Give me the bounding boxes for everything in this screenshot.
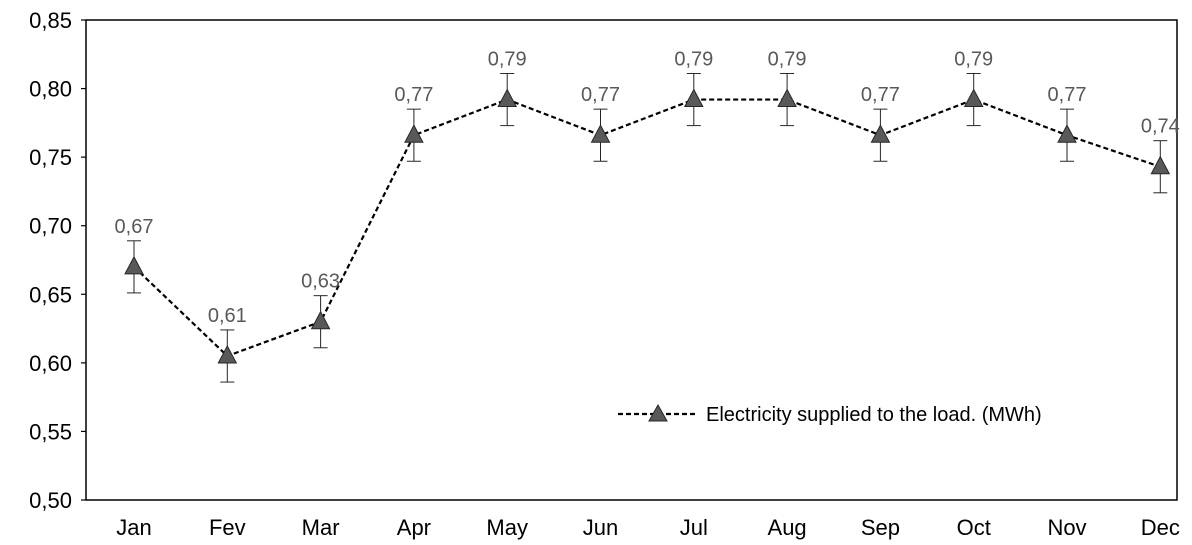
x-tick-label: Jun	[583, 515, 618, 540]
x-tick-label: Dec	[1141, 515, 1180, 540]
data-label: 0,74	[1141, 116, 1180, 138]
data-point-marker	[1057, 124, 1077, 143]
y-tick-label: 0,80	[29, 77, 72, 102]
markers	[124, 88, 1171, 364]
x-tick-label: Aug	[768, 515, 807, 540]
legend-label: Electricity supplied to the load. (MWh)	[706, 404, 1042, 426]
data-label: 0,77	[581, 84, 620, 106]
y-axis: 0,50 0,55 0,60 0,65 0,70 0,75 0,80 0,85	[29, 8, 86, 513]
data-point-marker	[870, 124, 891, 143]
data-point-marker	[497, 88, 518, 108]
y-tick-label: 0,60	[29, 351, 72, 376]
data-point-marker	[777, 88, 797, 108]
data-point-marker	[124, 255, 144, 275]
x-tick-label: Jul	[680, 515, 708, 540]
data-point-marker	[310, 310, 331, 330]
y-tick-label: 0,75	[29, 145, 72, 170]
data-point-marker	[217, 344, 238, 364]
x-tick-label: Sep	[861, 515, 900, 540]
data-point-marker	[1150, 155, 1171, 175]
plot-border	[85, 19, 1178, 501]
data-point-marker	[963, 88, 984, 108]
y-tick-label: 0,85	[29, 8, 72, 33]
data-label: 0,77	[394, 84, 433, 106]
data-label: 0,79	[488, 48, 527, 70]
y-tick-label: 0,55	[29, 419, 72, 444]
series-line-group	[133, 98, 1161, 358]
data-label: 0,77	[861, 84, 900, 106]
data-point-marker	[590, 124, 611, 143]
plot-area	[85, 19, 1178, 501]
x-tick-label: Oct	[957, 515, 991, 540]
x-tick-label: Jan	[116, 515, 151, 540]
data-label: 0,77	[1048, 84, 1087, 106]
x-tick-label: May	[486, 515, 528, 540]
series-line	[133, 98, 1161, 358]
data-labels: 0,67 0,61 0,63 0,77 0,79 0,77 0,79 0,79 0,77 0,79…	[115, 48, 1180, 326]
legend: Electricity supplied to the load. (MWh)	[618, 403, 1042, 426]
data-label: 0,79	[954, 48, 993, 70]
data-label: 0,63	[301, 271, 340, 293]
data-point-marker	[683, 88, 704, 108]
x-tick-label: Mar	[302, 515, 340, 540]
y-tick-label: 0,70	[29, 214, 72, 239]
y-tick-label: 0,65	[29, 282, 72, 307]
x-tick-label: Nov	[1047, 515, 1086, 540]
x-tick-label: Apr	[397, 515, 431, 540]
data-label: 0,79	[674, 48, 713, 70]
x-tick-label: Fev	[209, 515, 246, 540]
data-point-marker	[404, 124, 424, 143]
x-axis: Jan Fev Mar Apr May Jun Jul Aug Sep Oct Nov Dec	[116, 515, 1180, 540]
data-label: 0,67	[115, 216, 154, 238]
legend-marker	[648, 403, 668, 422]
y-tick-label: 0,50	[29, 488, 72, 513]
data-label: 0,79	[768, 48, 807, 70]
data-label: 0,61	[208, 305, 247, 327]
